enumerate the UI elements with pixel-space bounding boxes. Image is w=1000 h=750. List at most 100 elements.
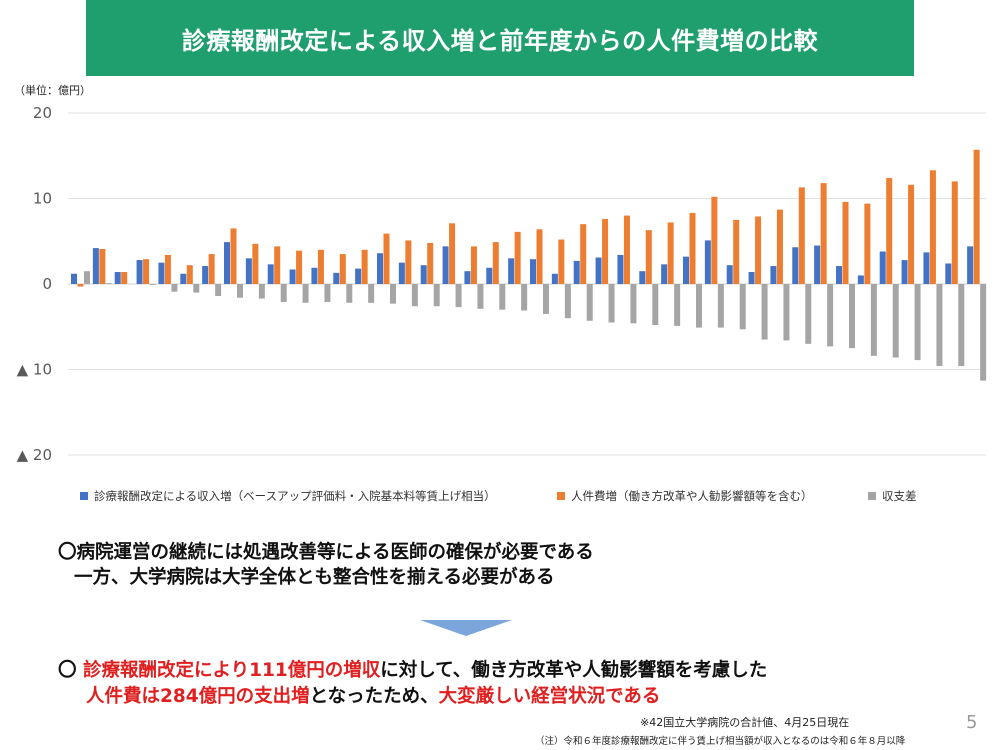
bar-balance xyxy=(870,284,877,356)
note2-red-income: 診療報酬改定により111億円の増収 xyxy=(82,660,381,681)
bar-personnel xyxy=(558,239,565,284)
bar-personnel xyxy=(864,203,871,284)
bar-income xyxy=(202,266,209,284)
note2-bullet: 〇 xyxy=(58,660,77,681)
footnote-note: （注）令和６年度診療報酬改定に伴う賃上げ相当額が収入となるのは令和６年８月以降 xyxy=(535,736,906,747)
bar-personnel xyxy=(733,219,740,285)
bar-income xyxy=(792,247,799,285)
bar-income xyxy=(857,275,864,284)
y-tick-label: 10 xyxy=(33,190,52,208)
bar-personnel xyxy=(427,242,434,284)
legend-item-balance: 収支差 xyxy=(868,488,917,504)
bar-income xyxy=(704,240,711,284)
page-number: 5 xyxy=(966,712,978,733)
bar-income xyxy=(136,260,143,284)
bar-personnel xyxy=(689,213,696,284)
bar-personnel xyxy=(536,229,543,284)
bar-balance xyxy=(958,284,965,367)
bar-balance xyxy=(936,284,943,367)
bar-balance xyxy=(892,284,899,358)
bar-personnel xyxy=(908,184,915,284)
bar-income xyxy=(245,258,252,284)
bar-income xyxy=(814,245,821,285)
bar-balance xyxy=(215,284,222,296)
bar-personnel xyxy=(711,196,718,284)
legend-label-income: 診療報酬改定による収入増（ベースアップ評価料・入院基本料等賃上げ相当） xyxy=(94,489,496,503)
down-arrow-icon xyxy=(420,620,512,636)
bar-balance xyxy=(586,284,593,321)
bar-income xyxy=(71,273,77,284)
bar-balance xyxy=(324,284,331,302)
bar-balance xyxy=(849,284,855,349)
bar-income xyxy=(945,263,952,284)
bar-balance xyxy=(564,284,571,319)
bar-personnel xyxy=(755,216,762,284)
note2-red-status: 大変厳しい経営状況である xyxy=(438,686,661,707)
bar-balance xyxy=(914,284,921,361)
bar-income xyxy=(639,271,646,285)
bar-balance xyxy=(630,284,637,324)
bar-personnel xyxy=(929,170,936,284)
bar-income xyxy=(595,257,602,285)
bar-income xyxy=(661,264,668,284)
bar-personnel xyxy=(252,243,259,284)
bar-personnel xyxy=(623,215,630,284)
legend-label-personnel: 人件費増（働き方改革や人勧影響額等を含む） xyxy=(571,489,813,503)
y-tick-label: ▲ 10 xyxy=(17,361,52,379)
bar-income xyxy=(748,272,755,284)
bar-income xyxy=(923,252,930,285)
bar-personnel xyxy=(798,187,805,284)
bar-balance xyxy=(477,284,484,309)
bar-personnel xyxy=(99,248,106,284)
bar-income xyxy=(508,258,515,284)
bar-income xyxy=(770,266,777,284)
bar-personnel xyxy=(602,219,609,284)
bar-balance xyxy=(258,284,265,299)
bar-personnel xyxy=(842,201,849,284)
bar-personnel xyxy=(361,249,368,284)
bar-income xyxy=(267,264,274,284)
bar-balance xyxy=(696,284,702,328)
bar-balance xyxy=(84,271,90,285)
bar-personnel xyxy=(274,246,281,284)
bar-balance xyxy=(543,284,549,314)
bar-balance xyxy=(433,284,440,307)
bar-balance xyxy=(346,284,353,303)
bar-income xyxy=(377,253,383,284)
bar-personnel xyxy=(776,209,783,284)
slide-title: 診療報酬改定による収入増と前年度からの人件費増の比較 xyxy=(181,26,819,55)
bar-personnel xyxy=(886,177,893,284)
bar-income xyxy=(683,256,689,284)
bar-personnel xyxy=(339,254,346,284)
bar-personnel xyxy=(317,249,324,284)
note-block-2: 〇 診療報酬改定により111億円の増収に対して、働き方改革や人勧影響額を考慮した… xyxy=(58,658,767,710)
bar-income xyxy=(355,268,362,284)
bar-balance xyxy=(499,284,506,310)
bar-personnel xyxy=(405,240,412,284)
bar-income xyxy=(486,267,493,284)
y-tick-label: 0 xyxy=(42,275,52,293)
note-block-1: 〇病院運営の継続には処遇改善等による医師の確保が必要である 一方、大学病院は大学… xyxy=(58,540,594,590)
bar-balance xyxy=(455,284,462,308)
bar-income xyxy=(224,242,230,284)
bar-balance xyxy=(411,284,418,307)
bar-personnel xyxy=(492,242,499,284)
note1-line1: 〇病院運営の継続には処遇改善等による医師の確保が必要である xyxy=(58,542,594,563)
legend-swatch-orange xyxy=(557,492,565,500)
footnote-source: ※42国立大学病院の合計値、4月25日現在 xyxy=(640,716,850,729)
unit-label: （単位：億円） xyxy=(14,84,91,97)
bar-personnel xyxy=(951,181,958,284)
bar-income xyxy=(573,260,580,284)
bar-income xyxy=(289,269,296,285)
bar-personnel xyxy=(645,230,652,284)
bar-balance xyxy=(674,284,681,326)
note2-text-2: となったため、 xyxy=(309,686,439,707)
bar-income xyxy=(180,273,187,284)
bar-balance xyxy=(717,284,724,328)
legend-swatch-blue xyxy=(80,492,88,500)
bar-balance xyxy=(783,284,790,341)
bar-balance xyxy=(390,284,396,304)
bar-personnel xyxy=(820,183,827,284)
legend-item-income: 診療報酬改定による収入増（ベースアップ評価料・入院基本料等賃上げ相当） xyxy=(80,488,496,504)
bar-personnel xyxy=(449,223,456,284)
